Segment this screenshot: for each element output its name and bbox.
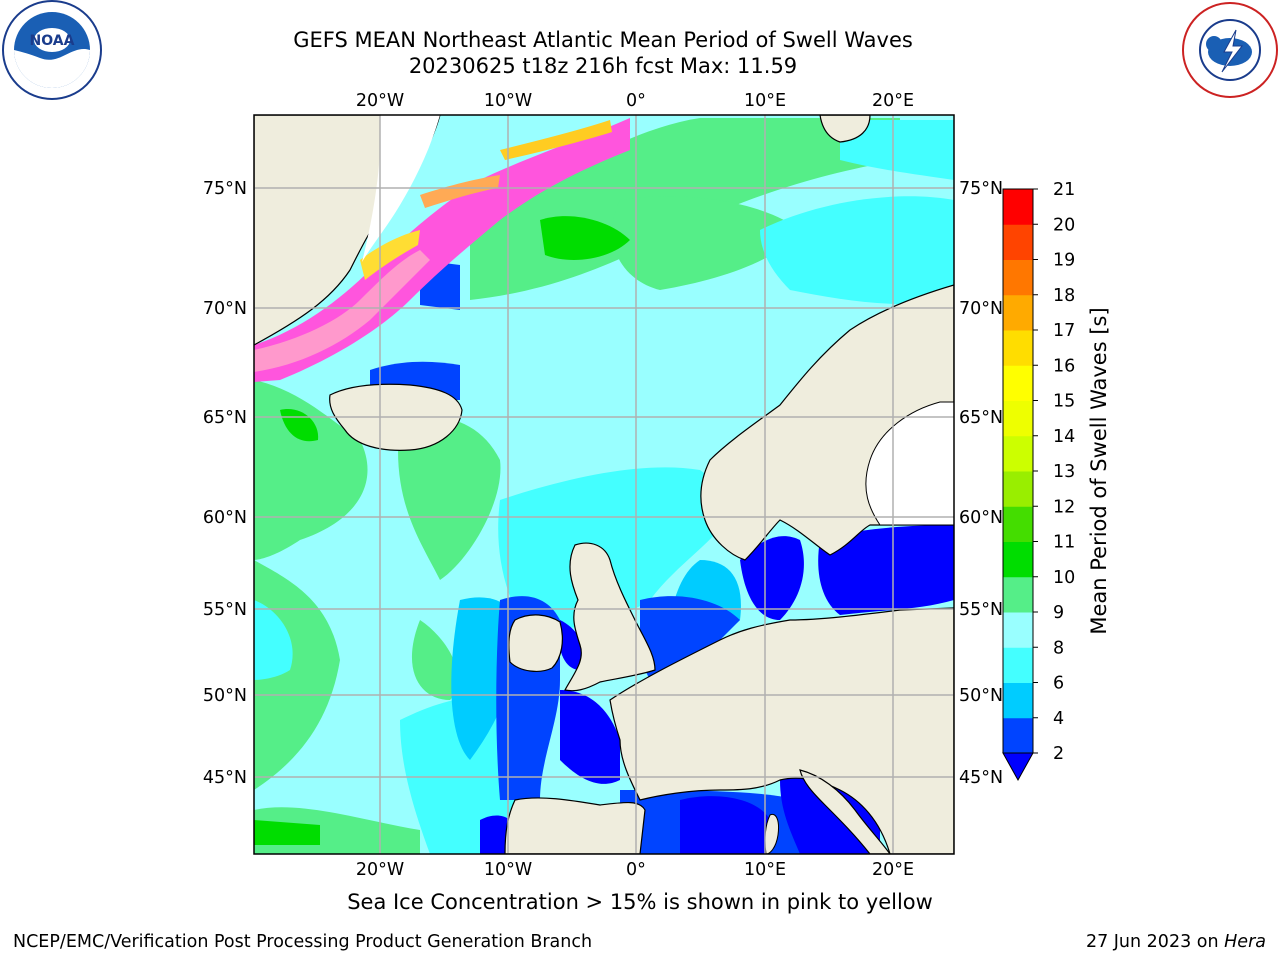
- national-weather-service-logo: [1182, 2, 1278, 98]
- lat-label: 50°N: [203, 686, 247, 706]
- machine-name: Hera: [1224, 932, 1266, 952]
- colorbar-segment: [1003, 541, 1033, 578]
- lon-label: 10°E: [744, 91, 786, 111]
- lon-label: 10°W: [484, 860, 532, 880]
- colorbar-segment: [1003, 682, 1033, 719]
- lon-label: 20°E: [872, 91, 914, 111]
- lon-labels-top: 20°W 10°W 0° 10°E 20°E: [356, 91, 914, 111]
- swell-10-11s-areas: [254, 216, 630, 845]
- lat-label: 55°N: [959, 600, 1003, 620]
- lat-label: 60°N: [203, 508, 247, 528]
- colorbar-tick-label: 6: [1053, 674, 1064, 694]
- lat-labels-right: 75°N 70°N 65°N 60°N 55°N 50°N 45°N: [959, 179, 1003, 788]
- map-frame: [253, 114, 955, 855]
- italy: [799, 769, 891, 854]
- gulf-of-bothnia: [865, 401, 954, 526]
- colorbar-tick-label: 4: [1053, 709, 1064, 729]
- colorbar-segment: [1003, 717, 1033, 754]
- lat-label: 70°N: [203, 299, 247, 319]
- colorbar-segment: [1003, 330, 1033, 366]
- colorbar-tick-label: 11: [1053, 533, 1075, 553]
- chart-subtitle: 20230625 t18z 216h fcst Max: 11.59: [408, 54, 798, 78]
- lat-label: 60°N: [959, 508, 1003, 528]
- lon-label: 0°: [626, 860, 646, 880]
- colorbar-segment: [1003, 435, 1033, 472]
- great-britain: [564, 542, 656, 692]
- swell-6-8s-areas: [254, 120, 954, 854]
- colorbar-tick-label: 16: [1053, 356, 1075, 376]
- lat-label: 55°N: [203, 600, 247, 620]
- lat-label: 65°N: [959, 408, 1003, 428]
- colorbar-label: Mean Period of Swell Waves [s]: [1087, 307, 1111, 634]
- sea-ice-area: [254, 118, 630, 382]
- chart-title: GEFS MEAN Northeast Atlantic Mean Period…: [293, 28, 913, 52]
- colorbar-tick-label: 18: [1053, 286, 1075, 306]
- grid-lines: [254, 115, 954, 854]
- colorbar-tick-label: 9: [1053, 603, 1064, 623]
- lat-label: 75°N: [959, 179, 1003, 199]
- lon-label: 20°E: [872, 860, 914, 880]
- colorbar-under-arrow: [1002, 752, 1034, 782]
- colorbar-segment: [1003, 294, 1033, 331]
- noaa-logo-text: NOAA: [30, 33, 75, 49]
- colorbar-segment: [1003, 471, 1033, 507]
- noaa-logo: NOAA: [2, 0, 102, 100]
- colorbar-tick-label: 21: [1053, 180, 1075, 200]
- lat-label: 75°N: [203, 179, 247, 199]
- colorbar-segment: [1003, 612, 1033, 648]
- colorbar-segment: [1003, 576, 1033, 613]
- colorbar: 2 4 6 8 9 10 11 12 13 14 15 16 17 18 19 20 21: [1002, 180, 1075, 782]
- lon-label: 20°W: [356, 860, 404, 880]
- colorbar-segment: [1003, 365, 1033, 401]
- colorbar-tick-label: 20: [1053, 215, 1075, 235]
- swell-under-2s-areas: [480, 525, 954, 854]
- ireland: [508, 614, 563, 672]
- lat-label: 50°N: [959, 686, 1003, 706]
- colorbar-segment: [1003, 189, 1033, 225]
- lat-label: 70°N: [959, 299, 1003, 319]
- run-date: 27 Jun 2023 on Hera: [1086, 932, 1266, 952]
- continental-europe: [609, 607, 954, 854]
- map-area: [254, 115, 954, 854]
- colorbar-tick-label: 13: [1053, 462, 1075, 482]
- colorbar-tick-label: 8: [1053, 638, 1064, 658]
- lon-label: 10°W: [484, 91, 532, 111]
- colorbar-tick-label: 19: [1053, 251, 1075, 271]
- colorbar-tick-label: 12: [1053, 497, 1075, 517]
- colorbar-tick-label: 14: [1053, 427, 1075, 447]
- colorbar-segment: [1003, 506, 1033, 542]
- colorbar-segment: [1003, 647, 1033, 683]
- sea-ice-note: Sea Ice Concentration > 15% is shown in …: [347, 890, 933, 914]
- lon-label: 0°: [626, 91, 646, 111]
- lon-labels-bottom: 20°W 10°W 0° 10°E 20°E: [356, 860, 914, 880]
- colorbar-tick-label: 17: [1053, 321, 1075, 341]
- credit-text: NCEP/EMC/Verification Post Processing Pr…: [13, 932, 593, 952]
- colorbar-tick-label: 10: [1053, 568, 1075, 588]
- colorbar-tick-label: 2: [1053, 744, 1064, 764]
- lat-label: 45°N: [203, 768, 247, 788]
- lat-label: 45°N: [959, 768, 1003, 788]
- lon-label: 20°W: [356, 91, 404, 111]
- colorbar-segment: [1003, 400, 1033, 437]
- svalbard: [819, 115, 871, 143]
- colorbar-segment: [1003, 259, 1033, 296]
- colorbar-segment: [1003, 224, 1033, 260]
- date-text: 27 Jun 2023 on: [1085, 932, 1225, 952]
- colorbar-tick-label: 15: [1053, 392, 1075, 412]
- lon-label: 10°E: [744, 860, 786, 880]
- iberia: [504, 797, 646, 854]
- lat-labels-left: 75°N 70°N 65°N 60°N 55°N 50°N 45°N: [203, 179, 247, 788]
- lat-label: 65°N: [203, 408, 247, 428]
